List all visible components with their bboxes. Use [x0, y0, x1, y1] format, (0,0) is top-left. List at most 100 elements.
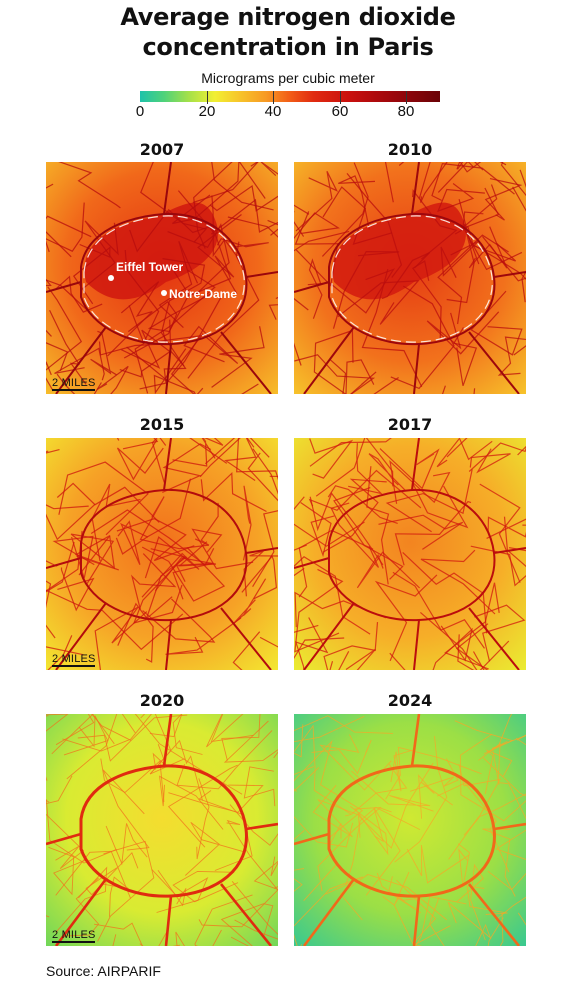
road-line [124, 249, 160, 345]
legend-tick-label: 60 [331, 103, 349, 120]
scale-bar-label: 2 MILES [52, 653, 96, 665]
panel-year-label: 2017 [387, 415, 433, 434]
road-line [389, 652, 406, 670]
road-line [444, 582, 500, 670]
road-line [294, 637, 345, 659]
road-line [145, 548, 188, 621]
pollution-map-svg [294, 162, 526, 394]
legend-color-bar [140, 91, 440, 102]
source-note: Source: AIRPARIF [46, 963, 161, 979]
road-line [309, 492, 384, 566]
road-line [116, 439, 164, 481]
road-line [197, 214, 242, 295]
road-line [468, 442, 526, 472]
road-line [46, 775, 73, 805]
road-line [294, 767, 354, 848]
road-line [338, 651, 350, 670]
highway-line [245, 271, 278, 278]
road-line [479, 483, 521, 583]
road-line [183, 325, 239, 364]
road-line [151, 869, 209, 913]
highway-line [412, 895, 421, 946]
road-line [206, 714, 254, 748]
road-line [503, 516, 526, 568]
road-line [497, 714, 513, 747]
road-line [46, 798, 117, 864]
road-line [122, 438, 159, 450]
scale-bar-label: 2 MILES [52, 929, 96, 941]
road-line [418, 774, 453, 819]
road-line [512, 186, 526, 303]
highway-line [413, 619, 420, 670]
road-line [382, 879, 437, 945]
highway-line [46, 557, 82, 569]
highway-line [294, 557, 330, 569]
road-line [189, 438, 228, 464]
road-line [394, 736, 448, 863]
road-line [162, 443, 212, 493]
road-line [54, 275, 103, 313]
highway-line [302, 878, 356, 946]
road-line [394, 500, 472, 566]
road-line [46, 231, 72, 287]
highway-line [493, 271, 526, 278]
road-line [294, 568, 344, 653]
road-line [54, 347, 105, 381]
road-line [446, 438, 468, 458]
panel-year-label: 2007 [139, 140, 185, 159]
road-line [252, 510, 278, 588]
road-line [62, 877, 100, 937]
highway-line [164, 895, 173, 946]
road-line [440, 240, 479, 278]
road-line [412, 260, 442, 339]
scale-bar [52, 665, 95, 667]
road-line [210, 198, 278, 236]
road-line [437, 183, 485, 213]
road-line [486, 516, 526, 539]
road-line [47, 635, 73, 670]
road-line [141, 536, 200, 598]
road-line [194, 502, 219, 546]
highway-line [294, 832, 330, 846]
title-line-1: Average nitrogen dioxide [120, 3, 456, 31]
road-line [241, 555, 278, 600]
road-line [46, 329, 69, 372]
pollution-map-panel [294, 162, 526, 394]
city-boundary [83, 215, 245, 343]
road-line [294, 521, 365, 547]
title-line-2: concentration in Paris [142, 33, 434, 61]
highway-line [493, 547, 526, 554]
highway-line [411, 438, 420, 491]
road-line [487, 829, 526, 891]
landmark-label: Eiffel Tower [116, 260, 183, 274]
road-line [390, 749, 413, 792]
road-line [130, 553, 177, 610]
hotspot-area [332, 202, 466, 300]
road-line [90, 330, 117, 376]
scale-bar [52, 941, 95, 943]
road-line [294, 556, 371, 635]
road-line [48, 846, 87, 896]
road-line [253, 856, 278, 890]
road-line [294, 739, 364, 840]
road-line [332, 250, 400, 329]
road-line [224, 438, 270, 481]
road-line [379, 448, 440, 490]
road-line [243, 766, 276, 807]
road-line [91, 483, 141, 562]
road-line [123, 300, 178, 359]
road-line [94, 922, 181, 946]
highway-line [245, 822, 278, 831]
highway-line [245, 547, 278, 554]
road-line [333, 486, 404, 580]
road-line [517, 445, 526, 456]
road-line [309, 438, 392, 467]
highway-line [220, 331, 272, 394]
road-line [381, 252, 431, 300]
road-line [351, 770, 434, 812]
road-line [390, 285, 455, 390]
road-line [474, 604, 526, 662]
road-line [459, 162, 507, 173]
road-line [455, 623, 510, 670]
road-line [172, 438, 216, 467]
